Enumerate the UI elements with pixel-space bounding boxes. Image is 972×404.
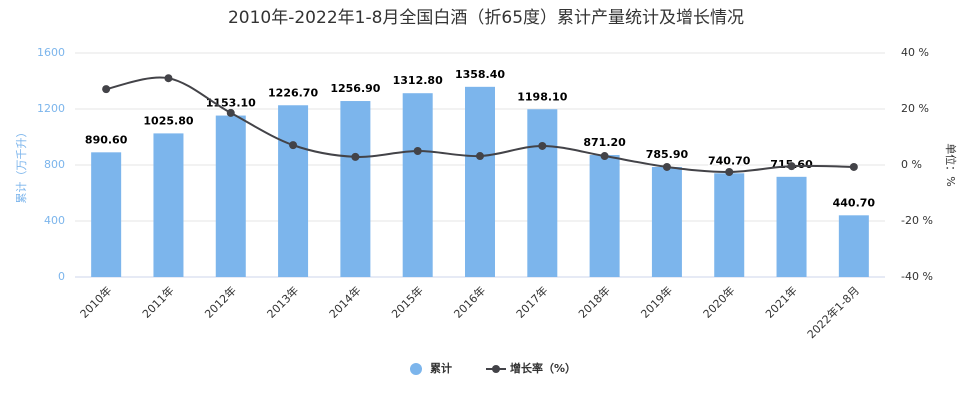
legend-item[interactable]: 增长率（%） [486, 361, 576, 375]
y-tick-label: 400 [44, 214, 65, 227]
bar [91, 152, 122, 277]
x-tick-label: 2011年 [139, 283, 176, 320]
x-tick-label: 2013年 [264, 283, 301, 320]
line-point [289, 141, 298, 150]
value-label: 440.70 [833, 196, 876, 209]
y-tick-label: 1200 [37, 102, 65, 115]
x-tick-label: 2010年 [77, 283, 114, 320]
x-tick-label: 2021年 [762, 283, 799, 320]
y-tick-label: 1600 [37, 46, 65, 59]
value-label: 1226.70 [268, 86, 318, 99]
legend-item[interactable]: 累计 [410, 361, 452, 375]
y2-tick-label: -20 % [901, 214, 933, 227]
y-axis-label: 累计（万千升） [15, 127, 28, 204]
y-tick-label: 800 [44, 158, 65, 171]
bar [402, 93, 433, 277]
value-label: 1198.10 [517, 90, 567, 103]
x-tick-label: 2018年 [575, 283, 612, 320]
value-label: 1358.40 [455, 68, 505, 81]
line-point [662, 162, 671, 171]
x-tick-label: 2015年 [388, 283, 425, 320]
line-point [849, 162, 858, 171]
value-label: 1256.90 [330, 82, 380, 95]
legend-symbol [410, 363, 422, 375]
line-point [725, 168, 734, 176]
value-label: 740.70 [708, 154, 751, 167]
y2-tick-label: -40 % [901, 270, 933, 283]
x-tick-label: 2012年 [202, 283, 239, 320]
y2-tick-label: 20 % [901, 102, 929, 115]
x-tick-label: 2017年 [513, 283, 550, 320]
bar [527, 109, 558, 278]
line-point [476, 152, 484, 161]
bar [340, 101, 371, 277]
bar [651, 166, 682, 277]
line-point [351, 152, 360, 161]
x-tick-label: 2022年1-8月 [804, 283, 862, 341]
y-tick-label: 0 [58, 270, 65, 283]
x-tick-label: 2014年 [326, 283, 363, 320]
bar [278, 105, 309, 278]
y2-axis-label: 单位：% [944, 143, 958, 186]
line-point [413, 147, 422, 155]
legend-symbol [492, 365, 500, 373]
line-point [787, 162, 796, 171]
value-label: 1312.80 [393, 74, 443, 87]
line-point [226, 108, 235, 117]
bar [215, 115, 246, 277]
bar [838, 215, 869, 277]
y2-tick-label: 40 % [901, 46, 929, 59]
value-label: 890.60 [85, 133, 128, 146]
bar [589, 155, 620, 277]
value-label: 871.20 [583, 136, 626, 149]
value-label: 785.90 [646, 148, 689, 161]
x-tick-label: 2020年 [700, 283, 737, 320]
line-point [164, 74, 173, 83]
bar [776, 176, 807, 277]
bar [714, 173, 745, 277]
y2-tick-label: 0 % [901, 158, 922, 171]
x-tick-label: 2016年 [451, 283, 488, 320]
legend-label: 累计 [430, 361, 452, 375]
legend-label: 增长率（%） [510, 361, 576, 375]
line-point [102, 85, 111, 94]
bar [153, 133, 184, 277]
line-point [600, 152, 609, 161]
line-point [538, 141, 547, 150]
bar [465, 86, 495, 277]
value-label: 1025.80 [143, 114, 193, 127]
x-tick-label: 2019年 [638, 283, 675, 320]
chart-title: 2010年-2022年1-8月全国白酒（折65度）累计产量统计及增长情况 [228, 8, 744, 28]
